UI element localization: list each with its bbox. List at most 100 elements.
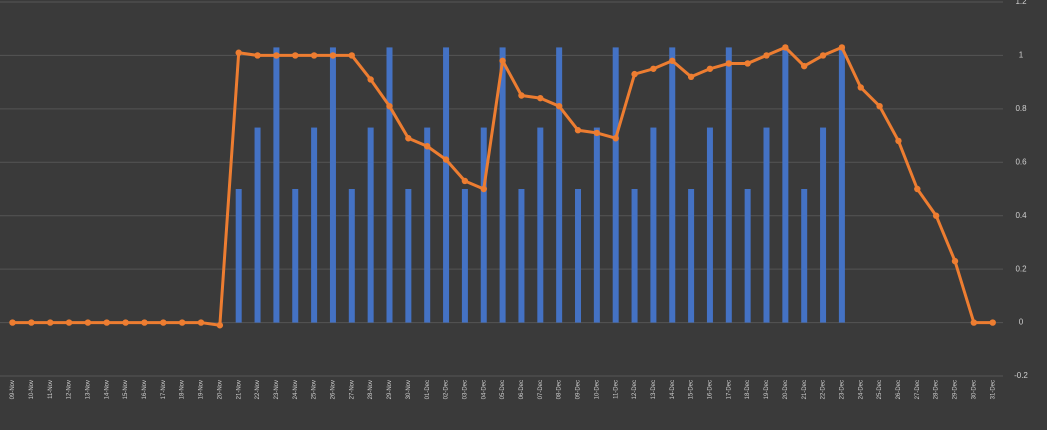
x-tick-label: 18-Nov	[180, 380, 186, 399]
bar	[612, 47, 619, 323]
line-point	[405, 135, 412, 142]
x-tick-label: 24-Nov	[293, 380, 299, 399]
line-point	[687, 73, 695, 81]
line-point	[386, 102, 393, 110]
line-point	[122, 319, 129, 326]
line-point	[461, 177, 469, 185]
x-tick-label: 25-Dec	[877, 380, 883, 399]
bar	[631, 189, 638, 323]
bar	[235, 189, 242, 323]
line-point	[650, 65, 657, 72]
x-tick-label: 07-Dec	[538, 380, 544, 399]
line-point	[197, 319, 205, 326]
line-point	[782, 44, 789, 51]
x-tick-label: 21-Nov	[236, 380, 242, 399]
line-point	[254, 52, 261, 59]
line-point	[310, 52, 318, 59]
bar	[367, 127, 374, 323]
line-point	[631, 70, 638, 78]
x-tick-label: 15-Nov	[123, 380, 129, 399]
y-tick-label: 1.2	[1015, 0, 1027, 6]
bar	[575, 189, 581, 323]
x-tick-label: 20-Nov	[217, 380, 223, 399]
line-point	[178, 319, 186, 326]
x-tick-label: 05-Dec	[500, 380, 506, 399]
x-tick-label: 09-Nov	[10, 380, 16, 399]
y-tick-label: 0.4	[1015, 211, 1027, 220]
bar	[424, 127, 431, 323]
line-point	[480, 185, 487, 193]
bar	[650, 127, 657, 323]
x-tick-label: 15-Dec	[689, 380, 695, 399]
bar	[311, 127, 318, 323]
line-point	[103, 319, 110, 326]
x-tick-label: 30-Nov	[406, 380, 412, 399]
x-tick-label: 10-Nov	[29, 380, 35, 399]
line-point	[612, 135, 619, 142]
x-tick-label: 19-Nov	[199, 380, 205, 399]
x-tick-label: 29-Nov	[387, 380, 393, 399]
x-tick-label: 28-Dec	[934, 380, 940, 399]
x-tick-label: 18-Dec	[745, 380, 751, 399]
line-point	[819, 52, 827, 59]
x-tick-label: 06-Dec	[519, 380, 525, 399]
bar	[688, 189, 695, 323]
line-point	[744, 60, 751, 67]
x-tick-label: 12-Dec	[632, 380, 638, 399]
x-tick-label: 16-Nov	[142, 380, 148, 399]
line-point	[989, 319, 996, 326]
line-point	[367, 76, 374, 83]
bar	[744, 189, 751, 323]
line-point	[895, 137, 902, 145]
y-tick-label: -0.2	[1014, 371, 1028, 380]
line-point	[499, 57, 506, 64]
line-point	[951, 257, 959, 265]
line-point	[914, 185, 921, 193]
x-tick-label: 17-Dec	[726, 380, 732, 399]
line-point	[763, 52, 770, 59]
bar	[443, 47, 450, 323]
line-point	[292, 52, 299, 59]
line-point	[160, 319, 167, 326]
y-tick-label: 0	[1019, 318, 1024, 327]
x-tick-label: 09-Dec	[576, 380, 582, 399]
bar	[348, 189, 355, 323]
line-point	[970, 319, 978, 326]
x-tick-label: 08-Dec	[557, 380, 563, 399]
line-point	[518, 92, 525, 99]
line-point	[235, 49, 242, 56]
x-tick-label: 26-Nov	[331, 380, 337, 399]
line-point	[537, 94, 544, 102]
bar	[593, 127, 600, 323]
x-tick-label: 26-Dec	[896, 380, 902, 399]
x-tick-label: 03-Dec	[462, 380, 468, 399]
line-point	[216, 322, 224, 329]
bar	[292, 189, 299, 323]
line-point	[555, 102, 563, 110]
x-tick-label: 22-Dec	[821, 380, 827, 399]
bar	[838, 47, 845, 323]
bar	[518, 189, 525, 323]
line-point	[725, 60, 732, 67]
x-tick-label: 02-Dec	[444, 380, 450, 399]
x-tick-label: 10-Dec	[594, 380, 600, 399]
x-tick-label: 29-Dec	[953, 380, 959, 399]
x-tick-label: 20-Dec	[783, 380, 789, 399]
x-tick-label: 13-Dec	[651, 380, 657, 399]
y-tick-label: 0.2	[1015, 264, 1027, 273]
x-tick-label: 14-Dec	[670, 380, 676, 399]
x-tick-label: 23-Nov	[274, 380, 280, 399]
x-tick-label: 14-Nov	[104, 380, 110, 399]
x-tick-label: 13-Nov	[85, 380, 91, 399]
line-point	[706, 65, 714, 72]
x-tick-label: 27-Dec	[915, 380, 921, 399]
line-point	[141, 319, 148, 326]
line-point	[857, 84, 864, 91]
line-point	[329, 52, 337, 59]
x-tick-label: 11-Dec	[613, 380, 619, 399]
bar	[801, 189, 808, 323]
y-tick-label: 0.8	[1015, 104, 1027, 113]
bar	[386, 47, 393, 323]
line-point	[801, 62, 808, 70]
line-point	[669, 57, 676, 64]
